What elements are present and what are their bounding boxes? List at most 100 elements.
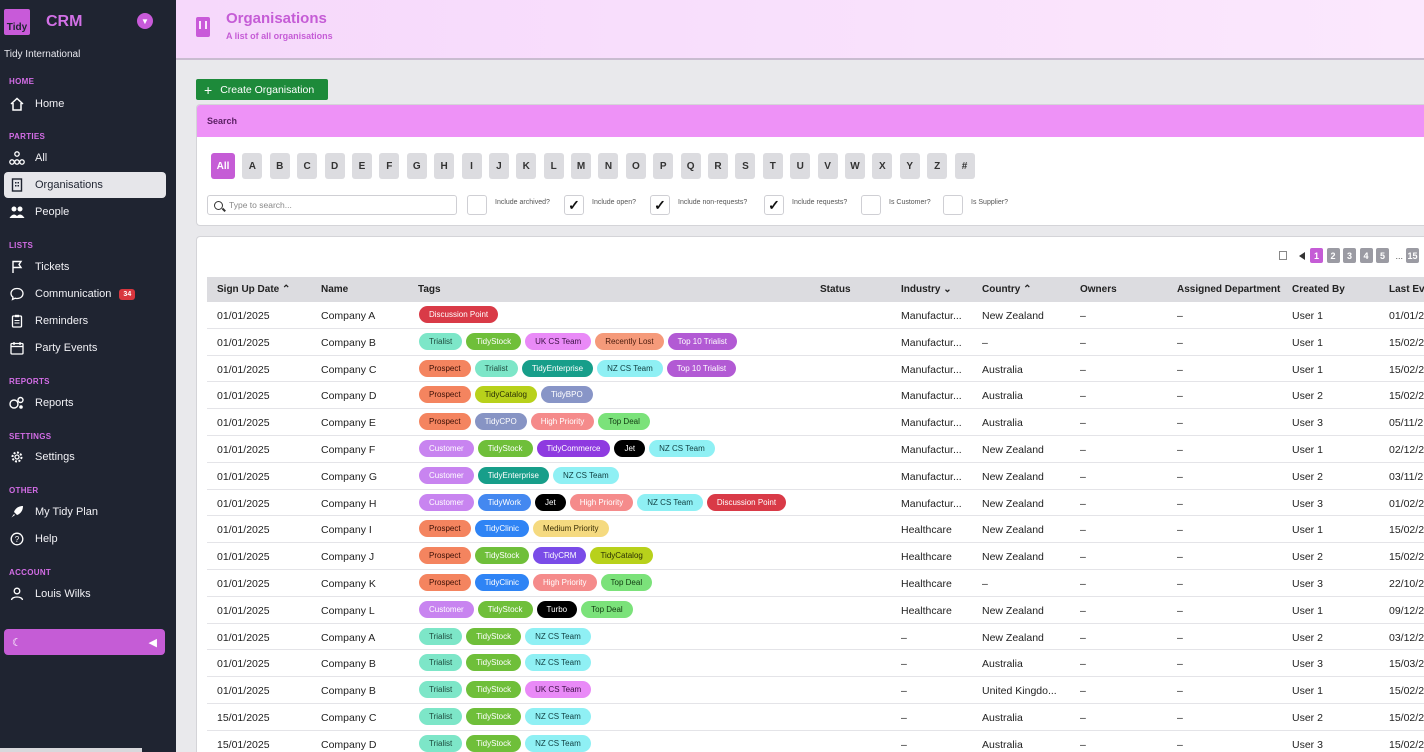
column-country[interactable]: Country ⌃ <box>982 284 1032 295</box>
page-button[interactable]: 3 <box>1343 248 1356 263</box>
tag-chip[interactable]: TidyCPO <box>474 413 527 431</box>
letter-filter-button[interactable]: Q <box>680 153 701 179</box>
column-created-by[interactable]: Created By <box>1292 284 1345 295</box>
page-size-icon[interactable] <box>1279 251 1287 260</box>
table-row[interactable]: 01/01/2025 Company B – United Kingdo... – – Us… <box>207 677 1424 704</box>
tag-chip[interactable]: Jet <box>614 440 646 457</box>
table-row[interactable]: 01/01/2025 Company H Manufactur... New Zeal… <box>207 490 1424 517</box>
column-assigned-department[interactable]: Assigned Department <box>1177 284 1281 295</box>
cell-name[interactable]: Company G <box>321 470 378 483</box>
letter-filter-button[interactable]: S <box>735 153 756 179</box>
tag-chip[interactable]: Customer <box>419 600 474 618</box>
letter-filter-button[interactable]: J <box>488 153 509 179</box>
column-last-event[interactable]: Last Ev <box>1389 284 1424 295</box>
table-row[interactable]: 01/01/2025 Company G Manufactur... New Zeal… <box>207 463 1424 490</box>
tag-chip[interactable]: TidyEnterprise <box>521 359 594 377</box>
letter-filter-button[interactable]: R <box>708 153 729 179</box>
sidebar-item-reminders[interactable]: Reminders <box>4 308 166 334</box>
previous-page-icon[interactable] <box>1299 251 1305 260</box>
tag-chip[interactable]: Top 10 Trialist <box>666 359 737 377</box>
cell-name[interactable]: Company B <box>321 658 376 671</box>
letter-filter-button[interactable]: All <box>211 153 235 179</box>
cell-name[interactable]: Company C <box>321 712 377 724</box>
tag-chip[interactable]: TidyStock <box>466 332 522 350</box>
table-row[interactable]: 01/01/2025 Company B Manufactur... – – – User … <box>207 329 1424 356</box>
tag-chip[interactable]: TidyCatalog <box>590 547 653 565</box>
sidebar-item-all[interactable]: All <box>4 145 166 171</box>
sidebar-item-home[interactable]: Home <box>4 91 166 117</box>
table-row[interactable]: 15/01/2025 Company D – Australia – – User 3 15/… <box>207 731 1424 752</box>
tag-chip[interactable]: NZ CS Team <box>525 708 591 725</box>
column-owners[interactable]: Owners <box>1080 284 1117 295</box>
letter-filter-button[interactable]: N <box>598 153 619 179</box>
table-row[interactable]: 01/01/2025 Company A Manufactur... New Zeal… <box>207 302 1424 329</box>
letter-filter-button[interactable]: C <box>297 153 318 179</box>
tag-chip[interactable]: NZ CS Team <box>649 440 715 457</box>
page-button[interactable]: 1 <box>1310 248 1323 263</box>
tag-chip[interactable]: Prospect <box>419 359 471 377</box>
sidebar-item-communication[interactable]: Communication 34 <box>4 281 166 307</box>
filter-checkbox[interactable]: ✓ <box>564 195 584 215</box>
tag-chip[interactable]: Prospect <box>419 520 471 538</box>
tag-chip[interactable]: Top Deal <box>581 600 633 618</box>
tag-chip[interactable]: Trialist <box>419 654 463 672</box>
tag-chip[interactable]: TidyCatalog <box>474 386 537 404</box>
letter-filter-button[interactable]: O <box>625 153 646 179</box>
tag-chip[interactable]: NZ CS Team <box>525 734 591 752</box>
theme-toggle-bar[interactable]: ☾ ◀ <box>4 629 165 655</box>
page-button[interactable]: 4 <box>1359 248 1373 263</box>
tag-chip[interactable]: Customer <box>419 466 474 484</box>
filter-checkbox[interactable] <box>861 195 881 215</box>
sidebar-item-reports[interactable]: Reports <box>4 390 166 416</box>
tag-chip[interactable]: TidyStock <box>466 654 522 672</box>
letter-filter-button[interactable]: T <box>762 153 783 179</box>
tag-chip[interactable]: Prospect <box>419 386 471 404</box>
letter-filter-button[interactable]: U <box>790 153 811 179</box>
tag-chip[interactable]: TidyCommerce <box>536 440 611 457</box>
tag-chip[interactable]: TidyStock <box>477 600 533 618</box>
tag-chip[interactable]: High Priority <box>532 574 597 591</box>
letter-filter-button[interactable]: K <box>516 153 537 179</box>
table-row[interactable]: 01/01/2025 Company F Manufactur... New Zeal… <box>207 436 1424 463</box>
letter-filter-button[interactable]: P <box>653 153 674 179</box>
tag-chip[interactable]: UK CS Team <box>525 332 592 350</box>
table-row[interactable]: 01/01/2025 Company D Manufactur... Australi… <box>207 382 1424 410</box>
table-row[interactable]: 01/01/2025 Company I Healthcare New Zealand… <box>207 516 1424 544</box>
letter-filter-button[interactable]: G <box>406 153 427 179</box>
sidebar-item-party-events[interactable]: Party Events <box>4 335 166 361</box>
tag-chip[interactable]: TidyStock <box>466 681 522 699</box>
cell-name[interactable]: Company A <box>321 310 376 322</box>
search-input[interactable]: Type to search... <box>207 195 457 215</box>
tag-chip[interactable]: High Priority <box>530 413 595 431</box>
tag-chip[interactable]: TidyStock <box>466 627 522 645</box>
letter-filter-button[interactable]: W <box>844 153 865 179</box>
column-sign-up-date[interactable]: Sign Up Date ⌃ <box>217 284 291 295</box>
sidebar-item-tickets[interactable]: Tickets <box>4 254 166 280</box>
cell-name[interactable]: Company A <box>321 631 376 644</box>
tag-chip[interactable]: TidyStock <box>466 734 522 752</box>
moon-icon[interactable]: ☾ <box>12 636 22 649</box>
cell-name[interactable]: Company E <box>321 417 376 430</box>
tag-chip[interactable]: Trialist <box>419 627 463 645</box>
cell-name[interactable]: Company H <box>321 497 377 510</box>
letter-filter-button[interactable]: L <box>543 153 564 179</box>
tag-chip[interactable]: NZ CS Team <box>525 627 591 645</box>
cell-name[interactable]: Company D <box>321 738 377 751</box>
tag-chip[interactable]: Customer <box>419 493 474 511</box>
filter-checkbox[interactable]: ✓ <box>650 195 670 215</box>
cell-name[interactable]: Company J <box>321 551 375 564</box>
chevron-down-icon[interactable]: ▼ <box>137 13 153 29</box>
tag-chip[interactable]: TidyStock <box>466 708 522 725</box>
column-status[interactable]: Status <box>820 284 851 295</box>
table-row[interactable]: 01/01/2025 Company E Manufactur... Australi… <box>207 409 1424 436</box>
cell-name[interactable]: Company K <box>321 578 376 590</box>
cell-name[interactable]: Company I <box>321 524 372 537</box>
tag-chip[interactable]: NZ CS Team <box>525 654 591 672</box>
page-button[interactable]: 5 <box>1376 248 1389 263</box>
column-name[interactable]: Name <box>321 284 349 295</box>
filter-checkbox[interactable]: ✓ <box>764 195 784 215</box>
letter-filter-button[interactable]: I <box>461 153 482 179</box>
table-row[interactable]: 01/01/2025 Company C Manufactur... Australi… <box>207 356 1424 383</box>
tag-chip[interactable]: Turbo <box>536 600 578 618</box>
table-row[interactable]: 01/01/2025 Company L Healthcare New Zealand… <box>207 597 1424 624</box>
